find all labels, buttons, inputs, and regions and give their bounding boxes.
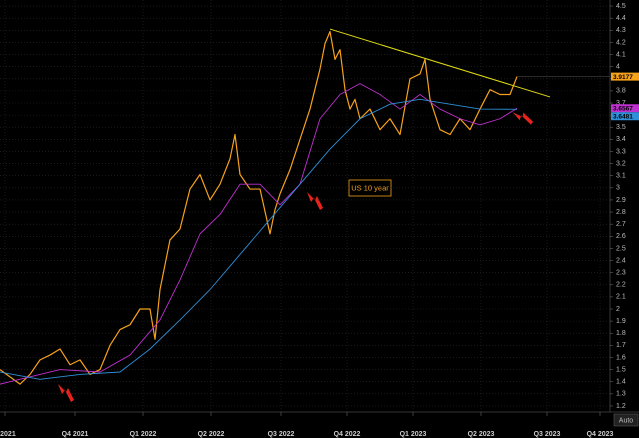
y-tick-label: 3.3	[616, 148, 626, 155]
y-tick-label: 1.9	[616, 318, 626, 325]
price-tag-label: 3.6481	[613, 113, 633, 120]
y-tick-label: 1.5	[616, 366, 626, 373]
x-tick-label: Q1 2022	[130, 431, 157, 438]
y-tick-label: 2.9	[616, 197, 626, 204]
arrow	[58, 384, 74, 402]
arrow	[307, 192, 323, 210]
y-tick-label: 2.5	[616, 245, 626, 252]
y-tick-label: 4	[616, 63, 620, 70]
y-tick-label: 3.5	[616, 124, 626, 131]
y-tick-label: 4.2	[616, 39, 626, 46]
y-tick-label: 2.3	[616, 269, 626, 276]
x-tick-label: Q2 2023	[468, 431, 495, 438]
y-tick-label: 3.4	[616, 136, 626, 143]
y-tick-label: 1.2	[616, 403, 626, 410]
series-line	[329, 28, 551, 98]
y-tick-label: 1.8	[616, 330, 626, 337]
auto-button[interactable]	[613, 413, 639, 427]
x-tick-label: Q3 2022	[268, 431, 295, 438]
arrow	[512, 112, 534, 125]
price-tag	[611, 72, 639, 81]
y-tick-label: 1.3	[616, 391, 626, 398]
x-tick-label: Q4 2021	[62, 431, 89, 438]
y-tick-label: 3.1	[616, 173, 626, 180]
y-tick-label: 4.5	[616, 3, 626, 10]
x-tick-label: Q3 2023	[534, 431, 561, 438]
annotation: US 10 year	[351, 183, 389, 192]
series-line	[0, 98, 518, 380]
y-tick-label: 2.7	[616, 221, 626, 228]
y-tick-label: 4.4	[616, 15, 626, 22]
y-tick-label: 4.3	[616, 27, 626, 34]
price-tag	[611, 112, 639, 121]
y-tick-label: 2.4	[616, 257, 626, 264]
y-tick-label: 2.2	[616, 282, 626, 289]
auto-button-label[interactable]: Auto	[619, 417, 634, 424]
price-tag-label: 3.9177	[613, 74, 633, 81]
arrows	[58, 112, 534, 402]
y-tick-label: 2.6	[616, 233, 626, 240]
y-tick-label: 3.8	[616, 88, 626, 95]
y-tick-label: 1.6	[616, 354, 626, 361]
y-tick-label: 1.4	[616, 379, 626, 386]
x-tick-label: Q4 2023	[587, 431, 614, 438]
y-tick-label: 2.1	[616, 294, 626, 301]
y-tick-label: 4.1	[616, 51, 626, 58]
y-tick-label: 2.8	[616, 209, 626, 216]
y-tick-label: 3.2	[616, 160, 626, 167]
y-tick-label: 3.7	[616, 100, 626, 107]
price-tag-label: 3.6567	[613, 105, 633, 112]
x-tick-label: Q1 2023	[400, 431, 427, 438]
y-tick-label: 3	[616, 185, 620, 192]
x-tick-label: Q4 2022	[334, 431, 361, 438]
x-tick-label: Q2 2022	[198, 431, 225, 438]
x-tick-label: 3 2021	[0, 431, 16, 438]
series-line	[0, 30, 518, 385]
y-tick-label: 2	[616, 306, 620, 313]
y-tick-label: 1.7	[616, 342, 626, 349]
price-tag	[611, 104, 639, 113]
